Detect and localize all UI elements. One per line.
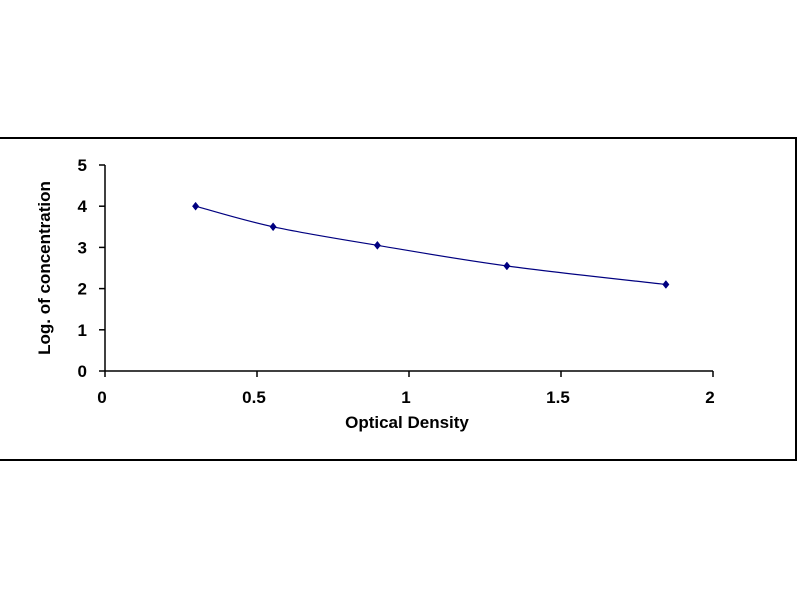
- y-tick-label: 5: [78, 156, 87, 175]
- axes: [104, 165, 713, 372]
- y-axis-title: Log. of concentration: [35, 181, 54, 355]
- series: [192, 201, 670, 289]
- x-tick-label: 2: [705, 388, 714, 407]
- x-axis-ticks: 0 0.5 1 1.5 2: [97, 371, 715, 407]
- data-point: [192, 201, 200, 211]
- x-axis-title: Optical Density: [345, 413, 469, 432]
- x-tick-label: 1.5: [546, 388, 570, 407]
- y-axis-ticks: 0 1 2 3 4 5: [78, 156, 105, 381]
- y-tick-label: 3: [78, 238, 87, 257]
- y-tick-label: 2: [78, 280, 87, 299]
- data-point: [662, 280, 670, 289]
- x-tick-label: 1: [401, 388, 410, 407]
- chart-frame: [0, 137, 797, 461]
- data-point: [269, 222, 277, 232]
- x-tick-label: 0.5: [242, 388, 266, 407]
- series-line: [195, 205, 666, 286]
- y-tick-label: 0: [78, 362, 87, 381]
- x-tick-label: 0: [97, 388, 106, 407]
- data-point: [503, 261, 511, 271]
- y-tick-label: 4: [78, 197, 88, 216]
- y-tick-label: 1: [78, 321, 87, 340]
- data-point: [373, 240, 381, 250]
